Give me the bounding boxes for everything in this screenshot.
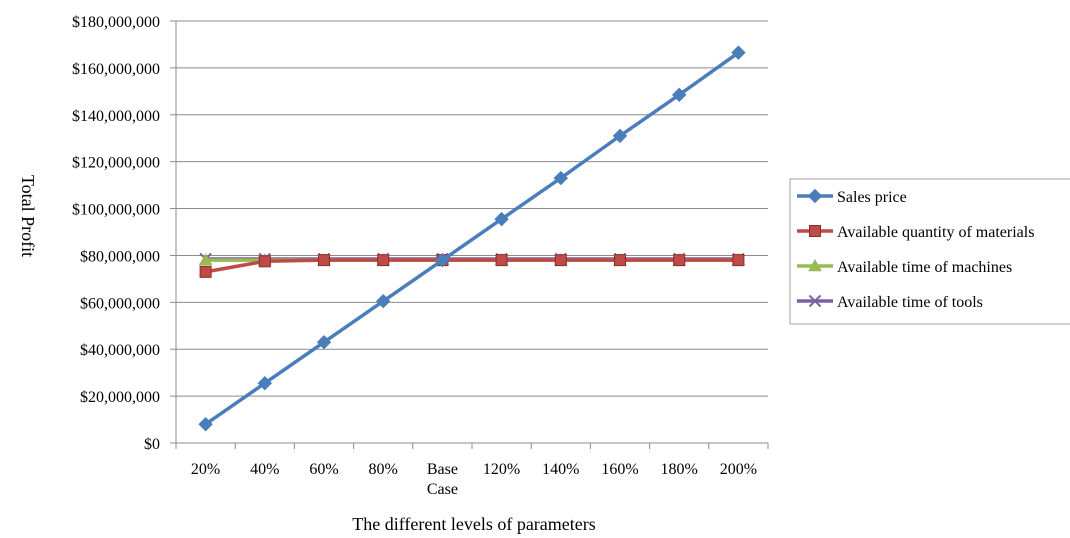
x-tick-label-line: 20% [191,461,220,478]
y-tick-label: $180,000,000 [72,14,160,31]
x-tick-label-line: 140% [542,461,579,478]
x-tick-label: 160% [601,461,638,478]
legend-item-sales-price: Sales price [797,188,907,206]
legend-item-available-quantity-of-materials: Available quantity of materials [797,224,1034,241]
y-tick-labels: $0 $20,000,000 $40,000,000 $60,000,000 $80,0… [72,14,160,453]
y-tick-label: $60,000,000 [80,295,160,312]
data-point [198,417,213,432]
legend-swatch-marker [808,294,822,308]
x-tick-label-line: 160% [601,461,638,478]
data-point [671,87,687,103]
y-tick-label: $120,000,000 [72,155,160,172]
data-point [553,170,569,186]
x-tick-label: 120% [483,461,520,478]
x-tick-label-line: Base [427,461,458,478]
legend-item-available-time-of-tools: Available time of tools [797,294,983,311]
x-tick-label: 20% [191,461,220,478]
gridlines [170,20,768,444]
legend-label: Available time of machines [837,259,1012,276]
data-point [318,254,330,267]
legend-items: Sales price Available quantity of materia… [797,188,1034,311]
x-tick-label: 40% [250,461,279,478]
data-point [673,254,686,267]
x-tick-label-line: 80% [369,461,398,478]
series-sales-price [198,45,746,432]
x-tick-label: Base Case [427,461,458,498]
legend-label: Available quantity of materials [837,224,1034,241]
legend-swatch-marker [807,188,823,204]
series-lines [198,45,746,432]
y-tick-label: $80,000,000 [80,248,160,265]
data-point [199,265,212,278]
y-tick-label: $40,000,000 [80,342,160,359]
data-point [614,254,626,267]
data-point [316,334,332,350]
x-axis-label: The different levels of parameters [352,514,596,534]
data-point [375,293,391,309]
data-point [198,253,213,266]
y-axis-label: Total Profit [18,175,38,257]
legend: Sales price Available quantity of materia… [789,178,1070,325]
y-tick-label: $100,000,000 [72,202,160,219]
legend-item-available-time-of-machines: Available time of machines [797,258,1012,276]
data-point [435,252,450,268]
x-tick-label-line: Case [427,481,458,498]
x-tick-label: 60% [309,461,338,478]
y-tick-label: $20,000,000 [80,389,160,406]
data-point [495,254,508,267]
x-tick-label: 180% [661,461,698,478]
legend-swatch-marker [808,258,822,272]
x-tick-label-line: 200% [720,461,757,478]
x-tick-label-line: 60% [309,461,338,478]
data-point [612,128,628,144]
y-tick-label: $0 [144,436,160,453]
data-point [257,376,273,391]
x-marker-stroke [808,294,822,308]
axes [175,21,769,449]
data-point [377,254,390,267]
legend-label: Available time of tools [837,294,983,311]
x-tick-label: 140% [542,461,579,478]
legend-swatch-marker [809,225,821,237]
y-tick-label: $140,000,000 [72,108,160,125]
data-point [732,254,745,267]
data-point [554,254,567,267]
data-point [494,211,509,227]
x-tick-label: 200% [720,461,757,478]
series-line [205,258,739,274]
data-point [258,255,271,268]
x-tick-label: 80% [369,461,398,478]
x-tick-label-line: 120% [483,461,520,478]
legend-box [789,178,1070,325]
data-point [731,45,746,60]
x-tick-labels: 20% 40% 60% 80% Base Case 120% 140% 160% 180% 200% [191,461,757,498]
y-tick-label: $160,000,000 [72,61,160,78]
legend-label: Sales price [837,189,907,206]
x-tick-label-line: 180% [661,461,698,478]
x-tick-label-line: 40% [250,461,279,478]
series-line [204,51,740,426]
